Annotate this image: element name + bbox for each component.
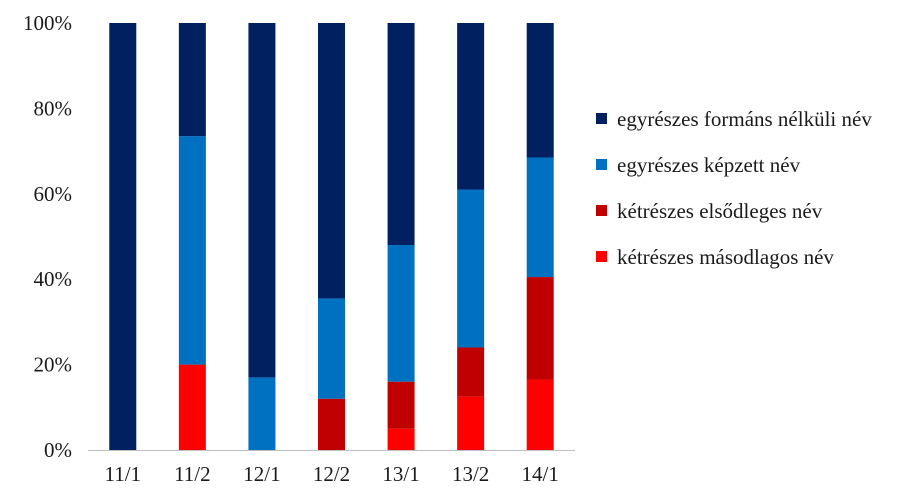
y-tick-label: 40% [34,267,73,291]
legend-label: egyrészes képzett név [617,153,801,177]
bar-segment [387,428,415,450]
legend-swatch [596,251,607,262]
bars-group [109,23,554,450]
y-tick-label: 0% [44,438,72,462]
bar-segment [387,23,415,246]
bar-segment [178,136,206,365]
legend-label: kétrészes másodlagos név [617,245,834,269]
y-axis-ticks: 0% 20% 40% 60% 80% 100% [23,11,72,462]
bar-segment [318,398,345,450]
legend-item: kétrészes elsődleges név [596,197,896,225]
bar-segment [526,277,554,380]
legend-label: egyrészes formáns nélküli név [617,107,872,131]
legend: egyrészes formáns nélküli név egyrészes k… [596,105,896,289]
bar-segment [318,23,345,299]
x-axis-labels: 11/1 11/2 12/1 12/2 13/1 13/2 14/1 [105,462,559,486]
bar-segment [178,364,206,450]
legend-label: kétrészes elsődleges név [617,199,823,223]
legend-item: kétrészes másodlagos név [596,243,896,271]
bar-segment [457,189,485,348]
bar-segment [457,396,485,450]
x-tick-label: 12/2 [313,462,350,486]
bar-segment [526,23,554,158]
bar-segment [248,23,276,378]
bar-segment [248,377,276,450]
x-tick-label: 13/1 [382,462,419,486]
x-tick-label: 12/1 [243,462,280,486]
legend-swatch [596,113,607,124]
bar-segment [457,23,485,190]
bar-segment [526,157,554,278]
bar-segment [526,379,554,450]
x-tick-label: 11/2 [174,462,211,486]
bar-segment [387,245,415,382]
x-tick-label: 13/2 [452,462,489,486]
bar-segment [387,381,415,429]
y-tick-label: 60% [34,182,73,206]
bar-segment [318,298,345,399]
bar-segment [457,347,485,397]
y-tick-label: 80% [34,96,73,120]
y-tick-label: 20% [34,353,73,377]
legend-item: egyrészes formáns nélküli név [596,105,896,133]
bar-segment [109,23,137,450]
x-tick-label: 14/1 [522,462,559,486]
bar-segment [178,23,206,137]
legend-swatch [596,159,607,170]
legend-item: egyrészes képzett név [596,151,896,179]
y-tick-label: 100% [23,11,72,35]
x-tick-label: 11/1 [105,462,142,486]
legend-swatch [596,205,607,216]
